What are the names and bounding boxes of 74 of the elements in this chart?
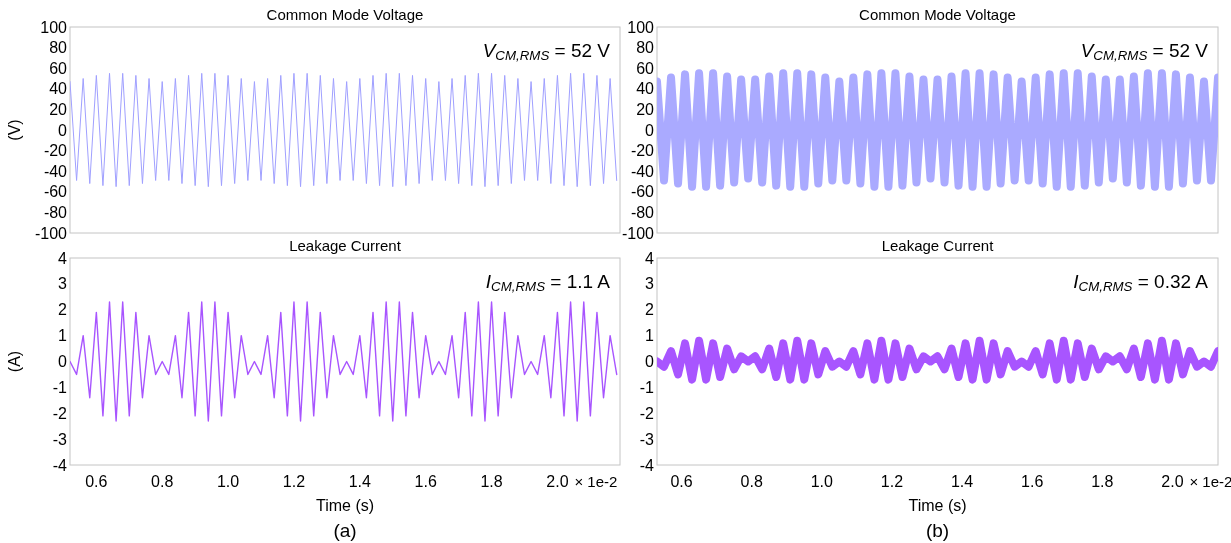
line-series bbox=[70, 301, 618, 422]
text: × 1e-2 bbox=[574, 473, 618, 490]
chart-title: Leakage Current bbox=[881, 237, 995, 254]
x-tick-label: 0.8 bbox=[151, 473, 174, 490]
line-series bbox=[70, 72, 618, 188]
text: (b) bbox=[925, 520, 950, 541]
x-axis-title: Time (s) bbox=[908, 497, 967, 514]
x-tick-label: 1.4 bbox=[950, 473, 974, 490]
x-tick-label: 0.6 bbox=[85, 473, 108, 490]
y-tick-label: 1 bbox=[645, 327, 655, 345]
y-tick-label: 2 bbox=[58, 301, 68, 319]
y-tick-label: 0 bbox=[645, 121, 655, 139]
y-tick-label: -100 bbox=[621, 224, 655, 242]
y-tick-label: 40 bbox=[636, 80, 655, 98]
y-tick-label: -4 bbox=[52, 456, 68, 474]
x-tick-label: 1.0 bbox=[810, 473, 834, 490]
annotation: V$_{CM,RMS}$ = 52 V bbox=[1080, 40, 1209, 64]
y-tick-label: 3 bbox=[645, 275, 655, 293]
x-tick-label: 1.6 bbox=[414, 473, 437, 490]
y-axis-title: (A) bbox=[6, 350, 23, 373]
y-tick-label: 80 bbox=[49, 39, 68, 57]
y-tick-label: -100 bbox=[34, 224, 68, 242]
x-tick-label: 1.6 bbox=[1021, 473, 1044, 490]
text: × 1e-2 bbox=[1189, 473, 1231, 490]
y-tick-label: -40 bbox=[43, 162, 68, 180]
text: (a) bbox=[333, 520, 357, 541]
y-tick-label: 1 bbox=[58, 327, 68, 345]
annotation: V$_{CM,RMS}$ = 52 V bbox=[482, 40, 611, 64]
y-tick-label: 60 bbox=[49, 59, 68, 77]
x-tick-label: 0.6 bbox=[670, 473, 693, 490]
y-tick-label: 0 bbox=[58, 353, 68, 371]
y-tick-label: -60 bbox=[43, 183, 68, 201]
y-tick-label: -20 bbox=[630, 142, 655, 160]
x-tick-label: 1.8 bbox=[1091, 473, 1114, 490]
y-tick-label: -2 bbox=[52, 404, 68, 422]
y-tick-label: 4 bbox=[645, 249, 655, 267]
chart-title: Common Mode Voltage bbox=[266, 6, 424, 23]
y-tick-label: 100 bbox=[40, 18, 68, 36]
y-tick-label: 2 bbox=[645, 301, 655, 319]
chart-title: Common Mode Voltage bbox=[859, 6, 1016, 23]
y-tick-label: -60 bbox=[630, 183, 655, 201]
y-tick-label: -1 bbox=[52, 378, 68, 396]
x-tick-label: 1.8 bbox=[480, 473, 503, 490]
x-tick-label: 1.2 bbox=[282, 473, 306, 490]
y-tick-label: 0 bbox=[58, 121, 68, 139]
y-tick-label: -80 bbox=[630, 204, 655, 221]
y-tick-label: 4 bbox=[58, 249, 68, 267]
x-axis-title: Time (s) bbox=[315, 497, 375, 514]
y-tick-label: -80 bbox=[43, 204, 68, 221]
x-tick-label: 2.0 bbox=[1161, 473, 1184, 490]
x-tick-label: 2.0 bbox=[546, 473, 569, 490]
y-tick-label: 0 bbox=[645, 353, 655, 371]
y-tick-label: 20 bbox=[49, 101, 68, 118]
y-tick-label: -20 bbox=[43, 142, 68, 160]
x-tick-label: 1.2 bbox=[880, 473, 904, 490]
chart-title: Leakage Current bbox=[289, 237, 402, 254]
annotation: I$_{CM,RMS}$ = 1.1 A bbox=[485, 271, 611, 295]
y-tick-label: -3 bbox=[639, 430, 655, 448]
annotation: I$_{CM,RMS}$ = 0.32 A bbox=[1073, 271, 1209, 295]
y-tick-label: 20 bbox=[636, 101, 655, 118]
y-tick-label: -3 bbox=[52, 430, 68, 448]
y-tick-label: 80 bbox=[636, 39, 655, 57]
y-tick-label: 3 bbox=[58, 275, 68, 293]
y-tick-label: 60 bbox=[636, 59, 655, 77]
y-tick-label: -2 bbox=[639, 404, 655, 422]
x-tick-label: 1.4 bbox=[348, 473, 372, 490]
y-tick-label: 100 bbox=[627, 18, 655, 36]
x-tick-label: 1.0 bbox=[216, 473, 240, 490]
y-tick-label: -4 bbox=[639, 456, 655, 474]
y-tick-label: -40 bbox=[630, 162, 655, 180]
x-tick-label: 0.8 bbox=[740, 473, 763, 490]
y-axis-title: (V) bbox=[6, 119, 23, 141]
y-tick-label: -1 bbox=[639, 378, 655, 396]
y-tick-label: 40 bbox=[49, 80, 68, 98]
